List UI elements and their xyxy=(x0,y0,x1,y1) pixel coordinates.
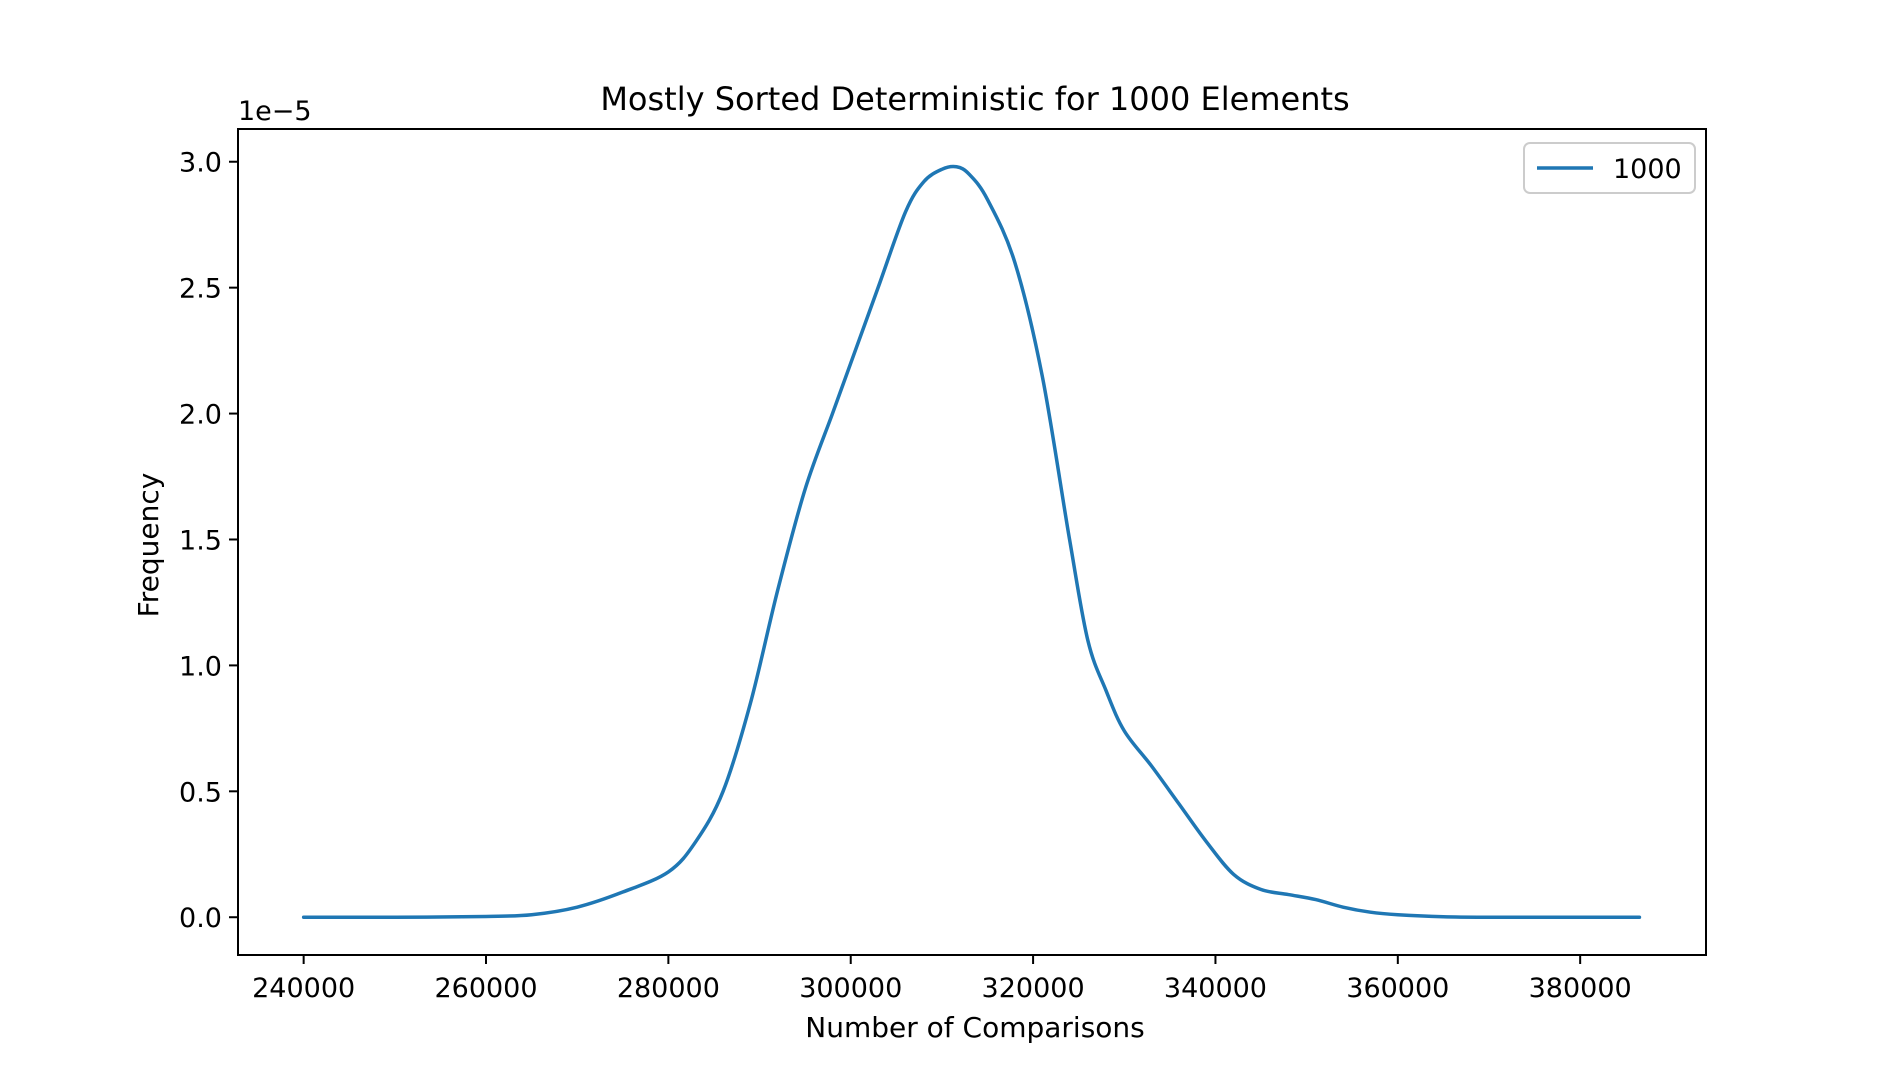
x-tick-label: 380000 xyxy=(1529,973,1632,1004)
y-offset-label: 1e−5 xyxy=(238,96,312,127)
x-axis-label: Number of Comparisons xyxy=(805,1011,1145,1044)
chart-title: Mostly Sorted Deterministic for 1000 Ele… xyxy=(600,80,1349,118)
x-axis-ticks: 240000 260000 280000 300000 320000 340000 3600… xyxy=(252,955,1632,1004)
x-tick-label: 340000 xyxy=(1164,973,1267,1004)
y-axis-label: Frequency xyxy=(132,473,165,618)
legend-label: 1000 xyxy=(1613,154,1682,185)
y-tick-label: 0.5 xyxy=(179,777,222,808)
x-tick-label: 300000 xyxy=(799,973,902,1004)
y-axis-ticks: 0.0 0.5 1.0 1.5 2.0 2.5 3.0 xyxy=(179,148,238,934)
y-tick-label: 1.0 xyxy=(179,651,222,682)
legend-box xyxy=(1523,142,1696,194)
y-tick-label: 2.5 xyxy=(179,274,222,305)
y-tick-label: 3.0 xyxy=(179,148,222,179)
series-line-1000 xyxy=(301,164,1642,920)
x-tick-label: 240000 xyxy=(252,973,355,1004)
y-tick-label: 1.5 xyxy=(179,525,222,556)
series-layer xyxy=(301,164,1642,920)
plot-area-frame xyxy=(237,128,1707,956)
x-tick-label: 260000 xyxy=(434,973,537,1004)
y-tick-label: 0.0 xyxy=(179,903,222,934)
x-tick-label: 320000 xyxy=(982,973,1085,1004)
x-tick-label: 360000 xyxy=(1346,973,1449,1004)
legend: 1000 xyxy=(1523,142,1696,194)
y-tick-label: 2.0 xyxy=(179,400,222,431)
x-tick-label: 280000 xyxy=(617,973,720,1004)
